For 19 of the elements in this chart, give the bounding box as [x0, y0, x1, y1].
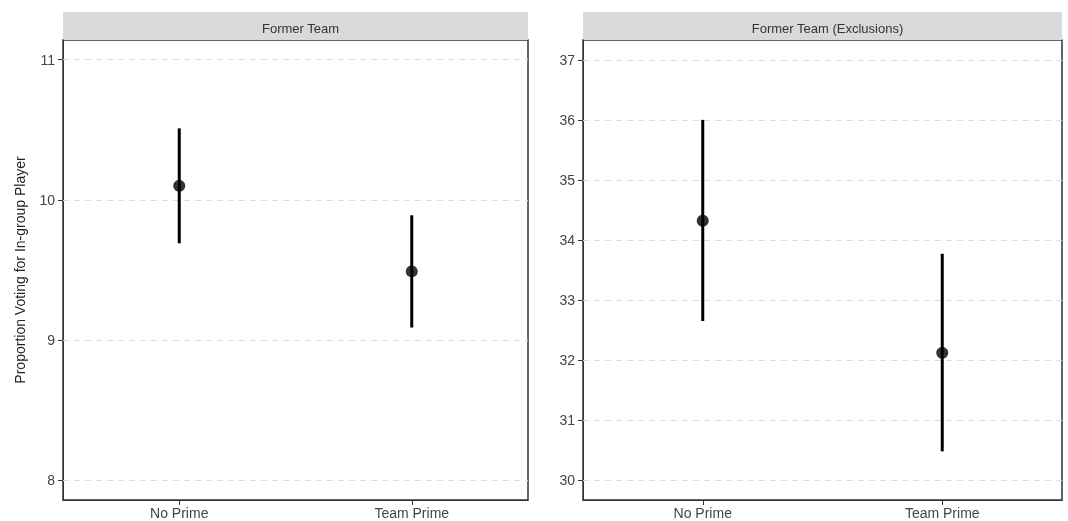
y-tick-label: 8	[47, 472, 56, 489]
y-tick-label: 33	[559, 292, 576, 309]
y-tick-label: 30	[559, 472, 576, 489]
y-tick-label: 11	[40, 51, 56, 68]
x-tick-label: No Prime	[150, 505, 209, 521]
y-tick-label: 31	[559, 412, 576, 429]
y-tick-label: 9	[47, 332, 56, 349]
y-tick-label: 32	[559, 352, 576, 369]
chart-title: Former Team (Exclusions)	[751, 21, 904, 36]
x-tick-label: Team Prime	[904, 505, 980, 521]
chart-title: Former Team	[261, 21, 340, 36]
x-tick-label: Team Prime	[374, 505, 450, 521]
y-tick-label: 34	[559, 231, 576, 248]
y-axis-title: Proportion Voting for In-group Player	[12, 156, 28, 384]
y-tick-label: 10	[39, 191, 56, 208]
y-tick-label: 36	[559, 111, 576, 128]
y-tick-label: 37	[559, 51, 576, 68]
y-tick-label: 35	[559, 171, 576, 188]
x-tick-label: No Prime	[673, 505, 733, 521]
